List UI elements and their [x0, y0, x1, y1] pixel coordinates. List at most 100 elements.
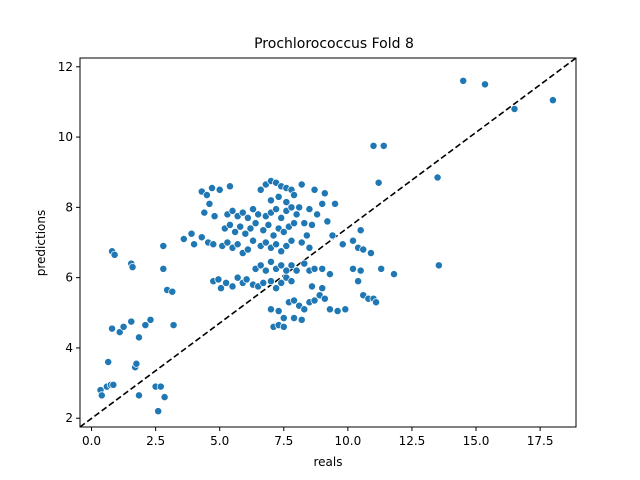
- scatter-point: [223, 238, 232, 247]
- scatter-point: [287, 236, 296, 245]
- x-tick-label: 15.0: [463, 434, 490, 448]
- scatter-point: [160, 393, 169, 402]
- scatter-point: [390, 270, 398, 279]
- scatter-point: [267, 257, 275, 266]
- scatter-point: [269, 231, 278, 240]
- scatter-point: [210, 212, 219, 221]
- scatter-point: [110, 250, 119, 259]
- y-tick-label: 4: [65, 341, 73, 355]
- scatter-point: [267, 196, 275, 205]
- scatter-point: [233, 240, 242, 249]
- scatter-point: [254, 210, 263, 219]
- scatter-point: [146, 315, 155, 324]
- scatter-point: [205, 199, 214, 208]
- scatter-point: [282, 242, 291, 250]
- scatter-point: [338, 240, 347, 249]
- scatter-point: [135, 333, 143, 342]
- scatter-point: [256, 261, 265, 270]
- scatter-point: [331, 199, 339, 208]
- scatter-point: [242, 275, 251, 284]
- x-axis-label: reals: [314, 455, 343, 469]
- scatter-point: [359, 245, 368, 254]
- scatter-point: [243, 245, 252, 254]
- scatter-point: [97, 391, 106, 400]
- scatter-point: [159, 242, 168, 250]
- scatter-point: [209, 240, 218, 249]
- x-tick-label: 12.5: [399, 434, 426, 448]
- y-tick-label: 8: [65, 200, 73, 214]
- scatter-point: [318, 199, 327, 208]
- scatter-point: [323, 217, 332, 226]
- scatter-point: [305, 205, 314, 214]
- scatter-point: [169, 321, 178, 330]
- scatter-point: [318, 264, 327, 273]
- scatter-point: [231, 228, 240, 236]
- y-tick-label: 2: [65, 411, 73, 425]
- scatter-point: [377, 264, 386, 273]
- scatter-point: [187, 229, 196, 238]
- scatter-point: [132, 359, 141, 368]
- scatter-point: [228, 206, 237, 215]
- scatter-point: [341, 305, 350, 314]
- scatter-point: [328, 231, 337, 240]
- scatter-point: [313, 210, 322, 219]
- scatter-point: [310, 296, 319, 305]
- x-tick-label: 7.5: [274, 434, 293, 448]
- scatter-point: [325, 270, 334, 279]
- scatter-point: [261, 266, 270, 275]
- scatter-point: [272, 284, 281, 293]
- scatter-point: [356, 226, 365, 235]
- x-tick-label: 17.5: [527, 434, 554, 448]
- scatter-point: [459, 76, 468, 85]
- scatter-point: [279, 314, 288, 323]
- scatter-point: [208, 184, 216, 192]
- scatter-point: [241, 229, 250, 238]
- scatter-point: [274, 307, 283, 315]
- scatter-point: [320, 294, 329, 303]
- scatter-point: [310, 185, 319, 194]
- scatter-point: [249, 205, 257, 214]
- scatter-point: [277, 247, 286, 256]
- scatter-point: [115, 328, 124, 337]
- scatter-point: [279, 322, 288, 331]
- scatter-point: [295, 203, 304, 212]
- scatter-point: [179, 235, 188, 243]
- x-tick-label: 2.5: [146, 434, 165, 448]
- scatter-point: [379, 141, 388, 150]
- scatter-point: [434, 261, 443, 270]
- scatter-point: [318, 284, 327, 293]
- scatter-point: [109, 380, 118, 389]
- x-tick-label: 0.0: [82, 434, 101, 448]
- scatter-point: [197, 233, 206, 242]
- scatter-point: [282, 198, 291, 207]
- scatter-point: [190, 240, 199, 249]
- scatter-point: [548, 96, 557, 105]
- scatter-point: [156, 382, 165, 391]
- y-tick-label: 12: [58, 60, 73, 74]
- scatter-point: [369, 141, 378, 150]
- scatter-point: [287, 261, 296, 270]
- scatter-point: [222, 278, 231, 287]
- scatter-point: [226, 182, 234, 191]
- scatter-point: [290, 296, 298, 305]
- scatter-point: [372, 298, 381, 307]
- scatter-point: [510, 105, 519, 113]
- scatter-point: [308, 220, 316, 229]
- scatter-point: [200, 208, 209, 217]
- scatter-point: [433, 173, 442, 182]
- scatter-point: [366, 249, 375, 257]
- scatter-point: [108, 324, 116, 333]
- scatter-point: [233, 273, 242, 282]
- scatter-point: [159, 264, 168, 273]
- scatter-point: [272, 240, 281, 249]
- scatter-point: [135, 391, 143, 400]
- scatter-point: [300, 305, 309, 314]
- scatter-point: [215, 185, 224, 194]
- scatter-point: [127, 317, 136, 326]
- scatter-point: [292, 266, 301, 275]
- scatter-point: [292, 210, 301, 219]
- scatter-point: [287, 203, 296, 212]
- scatter-point: [168, 287, 177, 296]
- scatter-point: [274, 192, 283, 201]
